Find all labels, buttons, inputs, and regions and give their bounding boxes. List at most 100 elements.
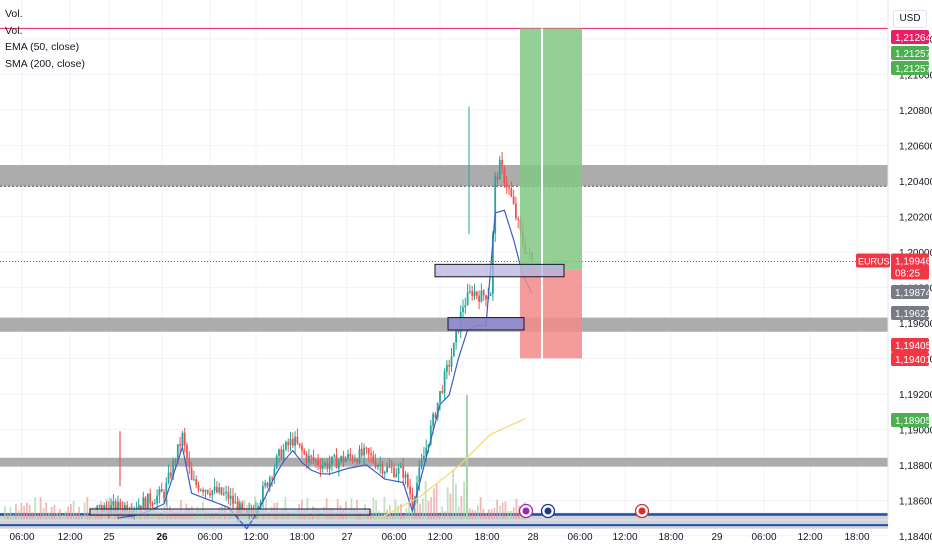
volume-bar	[515, 498, 518, 520]
legend-volume-2[interactable]: Vol.	[5, 24, 23, 37]
candle-body	[301, 445, 303, 451]
zone-band-1	[0, 317, 888, 332]
volume-bar	[510, 510, 512, 520]
price-badge-bg	[891, 306, 929, 320]
legend-volume-1[interactable]: Vol.	[5, 8, 23, 20]
candle-body	[429, 425, 432, 445]
candle-body	[289, 438, 292, 446]
price-badge-4: 1,19621	[891, 306, 932, 320]
candle-body	[222, 493, 225, 495]
candle-body	[285, 442, 287, 450]
candle-body	[494, 176, 497, 234]
candle-body	[374, 461, 377, 467]
candle-body	[324, 463, 326, 466]
candle-body	[227, 491, 230, 499]
y-tick-label: 1,18400	[899, 532, 932, 543]
volume-bar	[488, 509, 490, 520]
candle-body	[312, 456, 315, 461]
symbol-badge-bg	[856, 253, 890, 268]
volume-bar	[419, 503, 422, 520]
volume-bar	[287, 515, 290, 520]
currency-selector[interactable]: USD	[893, 10, 927, 28]
legend-ema[interactable]: EMA (50, close)	[5, 41, 80, 53]
volume-bar	[72, 500, 75, 520]
volume-bar	[463, 481, 466, 520]
candle-body	[209, 493, 211, 496]
y-tick-label: 1,19000	[899, 425, 932, 436]
candle-body	[140, 505, 142, 510]
candle-body	[305, 453, 308, 463]
y-tick-label: 1,19600	[899, 319, 932, 330]
price-badge-1: 1,21257	[891, 46, 932, 60]
x-tick-label: 06:00	[751, 532, 776, 543]
volume-bar	[174, 514, 177, 520]
volume-bar	[42, 507, 45, 520]
candle-body	[193, 479, 195, 481]
candle-body	[317, 460, 319, 466]
volume-bar	[279, 511, 281, 520]
x-tick-label: 25	[103, 532, 115, 543]
price-badge-5: 1,19405	[891, 338, 932, 352]
volume-bar	[444, 511, 446, 520]
candle-body	[268, 477, 271, 487]
volume-bar	[45, 502, 48, 520]
x-tick-label: 12:00	[612, 532, 637, 543]
volume-bar	[485, 513, 488, 520]
candle-body	[367, 448, 370, 454]
candle-body	[153, 503, 156, 505]
x-tick-label: 06:00	[197, 532, 222, 543]
candle-body	[151, 503, 154, 505]
candle-body	[498, 159, 501, 180]
candle-body	[179, 444, 181, 447]
volume-bar	[210, 514, 213, 520]
candle-body	[96, 505, 99, 510]
x-tick-label: 29	[711, 532, 723, 543]
x-tick-label: 18:00	[474, 532, 499, 543]
price-badge-bg	[891, 413, 929, 427]
candle-body	[505, 183, 508, 188]
volume-bar	[400, 503, 402, 520]
candle-body	[441, 391, 444, 393]
candle-body	[492, 233, 494, 294]
candle-body	[257, 507, 260, 510]
price-badge-bg	[891, 285, 929, 299]
candle-body	[427, 444, 430, 448]
price-badge-text: 1,21257	[895, 64, 932, 75]
volume-bar	[284, 496, 287, 520]
candle-body	[308, 455, 310, 463]
volume-bar	[290, 512, 292, 520]
candle-body	[434, 413, 437, 418]
candle-body	[172, 460, 175, 477]
candle-body	[416, 482, 418, 499]
candle-body	[98, 505, 101, 507]
candle-body	[298, 443, 301, 446]
volume-bar	[86, 496, 89, 520]
candle-body	[439, 391, 441, 403]
volume-bar	[155, 511, 158, 520]
candle-body	[156, 495, 158, 504]
volume-bar	[6, 513, 9, 520]
legend-sma[interactable]: SMA (200, close)	[5, 57, 85, 70]
candle-body	[188, 458, 191, 468]
volume-bar	[455, 483, 457, 520]
zone-band-0	[0, 165, 888, 187]
candle-body	[280, 449, 283, 460]
ema-line	[117, 209, 533, 530]
candle-body	[333, 455, 336, 457]
volume-bar	[78, 506, 81, 520]
volume-bar	[422, 498, 424, 520]
candle-body	[503, 167, 506, 184]
candle-body	[464, 305, 467, 308]
price-badge-bg	[891, 46, 929, 60]
volume-bar	[477, 505, 479, 520]
price-badge-text: 1,21257	[895, 49, 932, 60]
candle-body	[475, 291, 478, 296]
candle-body	[340, 456, 342, 462]
candle-body	[232, 495, 234, 504]
volume-bar	[147, 515, 149, 520]
candle-body	[271, 477, 273, 479]
volume-bar	[31, 512, 34, 520]
volume-bar	[26, 502, 28, 520]
volume-bar	[83, 502, 86, 520]
